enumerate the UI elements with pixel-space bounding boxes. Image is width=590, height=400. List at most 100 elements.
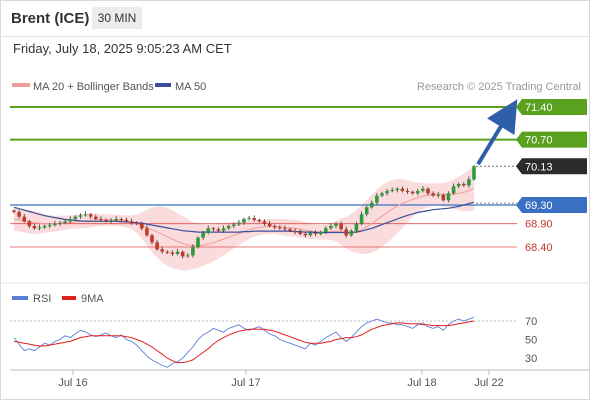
- candle-down: [431, 193, 435, 196]
- candle-down: [283, 228, 287, 230]
- resistance-level-tag-label: 71.40: [525, 102, 553, 114]
- x-tick-label: Jul 22: [474, 377, 503, 389]
- candle-up: [395, 188, 400, 191]
- rsi-ma-line: [13, 320, 475, 364]
- current-price-tag: [516, 158, 587, 175]
- ma50-legend-swatch: [155, 83, 171, 87]
- resistance-level-tag-label: 70.70: [525, 135, 553, 147]
- x-tick-label: Jul 16: [58, 377, 87, 389]
- candle-up: [206, 228, 210, 233]
- candle-up: [421, 188, 425, 191]
- candle-up: [467, 179, 471, 186]
- resistance-level-tag: [516, 99, 587, 115]
- x-axis-ticks: Jul 16 Jul 17 Jul 18 Jul 22: [58, 370, 504, 389]
- candle-up: [221, 228, 226, 231]
- main-legend: MA 20 + Bollinger Bands MA 50 Research ©…: [12, 81, 581, 93]
- candle-up: [42, 226, 47, 228]
- rsi-line: [13, 316, 475, 368]
- ma50-line: [13, 201, 475, 234]
- candle-up: [201, 233, 205, 238]
- candle-down: [124, 219, 129, 222]
- candle-down: [262, 221, 267, 224]
- timestamp: Friday, July 18, 2025 9:05:23 AM CET: [13, 41, 232, 56]
- pivot-level-tag-label: 69.30: [525, 200, 553, 212]
- x-tick-label: Jul 18: [407, 377, 436, 389]
- candle-down: [257, 219, 262, 222]
- candle-down: [165, 251, 170, 253]
- candle-down: [410, 191, 415, 194]
- target-arrow-icon: [476, 99, 518, 166]
- candle-up: [73, 216, 78, 219]
- rsi-panel: 70 50 30: [10, 316, 537, 368]
- candle-up: [390, 190, 394, 192]
- candle-up: [380, 193, 384, 196]
- candle-down: [160, 249, 164, 252]
- candle-up: [349, 230, 354, 236]
- candle-down: [339, 223, 343, 230]
- pivot-level-tag: [516, 197, 587, 213]
- candle-down: [32, 226, 37, 229]
- ma20-legend-label: MA 20 + Bollinger Bands: [33, 81, 154, 93]
- candle-up: [247, 218, 251, 220]
- candle-up: [375, 195, 379, 203]
- rsi-axis-tick-label: 70: [525, 316, 537, 328]
- candle-down: [145, 228, 149, 236]
- candle-up: [308, 233, 313, 236]
- candle-up: [359, 214, 364, 224]
- candle-up: [58, 222, 62, 224]
- research-credit: Research © 2025 Trading Central: [417, 81, 581, 93]
- rsi-legend-label: RSI: [33, 293, 51, 305]
- candle-down: [303, 233, 308, 236]
- candle-down: [150, 235, 154, 243]
- candle-up: [68, 219, 72, 222]
- candle-up: [436, 194, 440, 196]
- candle-up: [354, 223, 359, 231]
- candle-up: [109, 220, 113, 222]
- candle-down: [170, 252, 175, 254]
- candle-down: [216, 229, 221, 231]
- candle-up: [226, 226, 231, 229]
- moving-averages: [13, 187, 475, 247]
- current-price-tag-label: 70.13: [525, 161, 553, 173]
- candle-down: [267, 223, 272, 226]
- candle-up: [364, 207, 369, 215]
- candle-down: [99, 219, 103, 220]
- candle-down: [180, 251, 185, 257]
- ma50-legend-label: MA 50: [175, 81, 206, 93]
- candle-up: [196, 237, 200, 247]
- candle-down: [104, 219, 108, 222]
- candle-down: [400, 188, 405, 191]
- rsi-axis-tick-label: 30: [525, 353, 537, 365]
- candle-down: [298, 232, 302, 234]
- candle-up: [318, 232, 323, 234]
- candle-down: [22, 216, 26, 222]
- candle-down: [129, 221, 134, 223]
- price-levels: [10, 106, 587, 248]
- chart-header: Brent (ICE) 30 MIN: [0, 0, 590, 37]
- rsi-legend-swatch: [12, 296, 28, 300]
- candle-down: [134, 222, 139, 224]
- candle-down: [288, 229, 292, 231]
- candle-down: [12, 210, 16, 212]
- candle-down: [88, 214, 93, 217]
- candle-up: [451, 186, 456, 194]
- candle-up: [385, 191, 389, 194]
- candle-down: [155, 242, 159, 250]
- candle-down: [441, 194, 446, 201]
- candle-down: [140, 223, 144, 229]
- support-level-label: 68.90: [525, 219, 553, 231]
- candle-up: [63, 221, 67, 223]
- candle-up: [456, 184, 461, 187]
- candle-down: [17, 212, 21, 217]
- candlesticks: [12, 164, 476, 259]
- support-level-label: 68.40: [525, 242, 553, 254]
- candle-up: [416, 191, 420, 194]
- candle-down: [211, 228, 216, 230]
- candle-down: [27, 221, 32, 226]
- candle-up: [329, 226, 333, 229]
- candle-up: [237, 222, 241, 225]
- candle-up: [191, 247, 195, 256]
- candle-down: [278, 227, 282, 229]
- timeframe-button[interactable]: 30 MIN: [92, 7, 142, 29]
- ma20-legend-swatch: [12, 83, 30, 87]
